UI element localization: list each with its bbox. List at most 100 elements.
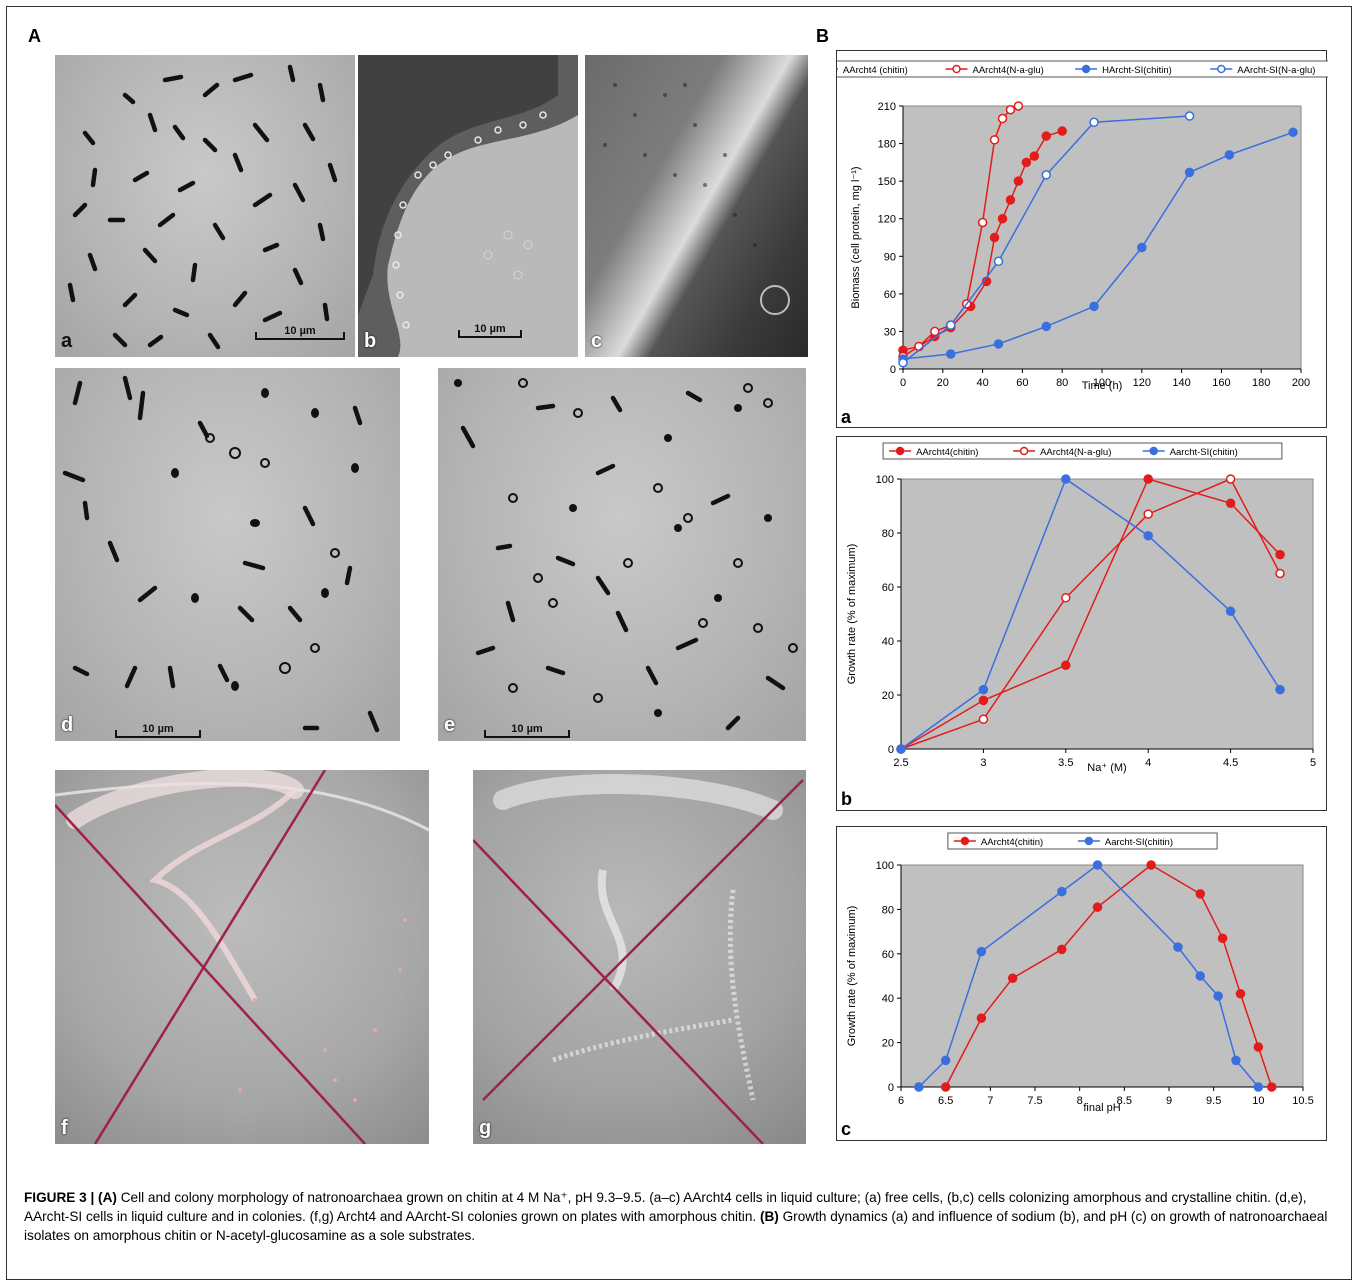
figure-caption: FIGURE 3 | (A) Cell and colony morpholog… [24, 1188, 1334, 1245]
y-tick-label: 180 [878, 139, 896, 151]
legend-marker [1084, 836, 1094, 846]
data-point [1213, 991, 1223, 1001]
chart-c-sublabel: c [841, 1119, 852, 1139]
micrograph-c-label: c [591, 330, 603, 352]
micrograph-a-label: a [61, 330, 73, 352]
data-point [940, 1082, 951, 1092]
y-tick-label: 60 [884, 289, 896, 301]
data-point [978, 714, 989, 725]
micrograph-a-cells [67, 64, 338, 350]
data-point [1253, 1042, 1264, 1052]
data-point [1275, 684, 1285, 695]
legend-entry: Aarcht-SI(chitin) [1105, 837, 1173, 848]
data-point [976, 946, 987, 957]
data-point [1225, 474, 1236, 484]
y-tick-label: 20 [882, 690, 894, 702]
plot-area [900, 478, 1314, 750]
data-point [1021, 157, 1032, 168]
scale-bar-e-text: 10 µm [511, 723, 543, 735]
x-tick-label: 120 [1133, 377, 1151, 389]
micrograph-d-label: d [61, 714, 74, 736]
y-tick-label: 0 [888, 1082, 894, 1094]
x-tick-label: 4 [1145, 757, 1151, 769]
x-tick-label: 0 [900, 377, 906, 389]
plate-photo-g: g [473, 770, 806, 1144]
data-point [978, 684, 989, 695]
legend-marker [960, 836, 970, 846]
legend-entry: AArcht4(N-a-glu) [973, 65, 1044, 76]
chart-a-sublabel: a [841, 407, 852, 427]
data-point [1057, 944, 1067, 955]
legend-entry: Aarcht-SI(chitin) [1170, 447, 1238, 458]
legend-marker [1019, 446, 1029, 456]
figure-frame [6, 6, 1352, 1280]
series-line [900, 477, 1281, 750]
x-tick-label: 6.5 [938, 1095, 953, 1107]
data-point [1195, 889, 1206, 899]
chart-box-a: 0 30 60 90 120 150 180 210 0 20 40 60 80 100 120 140 160… [836, 50, 1328, 428]
micrograph-d-cells [62, 375, 380, 733]
scale-bar-b: 10 µm [458, 323, 522, 338]
data-point [1184, 111, 1195, 121]
data-point [989, 232, 1000, 243]
legend-entry: AArcht4(N-a-glu) [1040, 447, 1111, 458]
scale-bar-b-text: 10 µm [474, 323, 506, 335]
data-point [1173, 942, 1183, 952]
micrograph-d: d 10 µm [55, 368, 400, 741]
x-tick-label: 7 [987, 1095, 993, 1107]
data-point [1224, 150, 1235, 160]
data-point [997, 113, 1008, 124]
data-point [1235, 989, 1246, 999]
data-point [1092, 902, 1103, 912]
x-axis-label: Na⁺ (M) [1087, 762, 1126, 774]
data-point [976, 1013, 987, 1023]
data-point [1195, 971, 1206, 981]
x-tick-label: 7.5 [1027, 1095, 1042, 1107]
y-tick-label: 150 [878, 176, 896, 188]
x-tick-label: 9 [1166, 1095, 1172, 1107]
scale-bar-e: 10 µm [484, 723, 570, 738]
plate-f-label: f [61, 1117, 68, 1139]
data-point [1288, 127, 1298, 138]
panel-b-label: B [816, 26, 829, 46]
data-point [1231, 1055, 1241, 1066]
data-point [993, 339, 1004, 349]
scale-bar-d: 10 µm [115, 723, 201, 738]
data-point [1089, 301, 1099, 312]
caption-lead: FIGURE 3 | (A) [24, 1190, 117, 1205]
plot-area [902, 105, 1302, 370]
data-point [946, 349, 956, 359]
micrograph-a: a 10 µm [55, 55, 355, 357]
x-tick-label: 4.5 [1223, 757, 1238, 769]
y-tick-label: 40 [882, 636, 894, 648]
y-tick-label: 0 [890, 364, 896, 376]
data-point [1013, 176, 1024, 186]
x-tick-label: 3.5 [1058, 757, 1073, 769]
caption-lead-2: (B) [759, 1209, 779, 1224]
data-point [1266, 1082, 1277, 1092]
caption-text-2: Growth dynamics (a) and influence of sod… [24, 1209, 1328, 1243]
y-tick-label: 80 [882, 904, 894, 916]
y-tick-label: 90 [884, 251, 896, 263]
data-point [1061, 593, 1071, 603]
data-point [1041, 131, 1052, 141]
x-tick-label: 6 [898, 1095, 904, 1107]
legend-entry: HArcht-SI(chitin) [1102, 65, 1172, 76]
data-point [1061, 474, 1071, 484]
plate-f-texture [55, 770, 429, 1144]
chart-b: 0 20 40 60 80 100 2.5 3 3.5 4 4.5 5 Na⁺ (M) Growth ra… [846, 442, 1316, 774]
x-tick-label: 20 [937, 377, 949, 389]
data-point [1143, 530, 1153, 541]
data-point [1275, 568, 1285, 579]
x-tick-label: 8 [1077, 1095, 1083, 1107]
data-point [1137, 242, 1147, 253]
micrograph-c-texture [603, 83, 790, 315]
x-tick-label: 60 [1016, 377, 1028, 389]
plate-g-texture [473, 774, 804, 1144]
legend-marker [1081, 64, 1091, 74]
x-tick-label: 10 [1252, 1095, 1264, 1107]
x-tick-label: 80 [1056, 377, 1068, 389]
data-point [914, 341, 924, 352]
y-tick-label: 60 [882, 582, 894, 594]
y-tick-label: 120 [878, 214, 896, 226]
